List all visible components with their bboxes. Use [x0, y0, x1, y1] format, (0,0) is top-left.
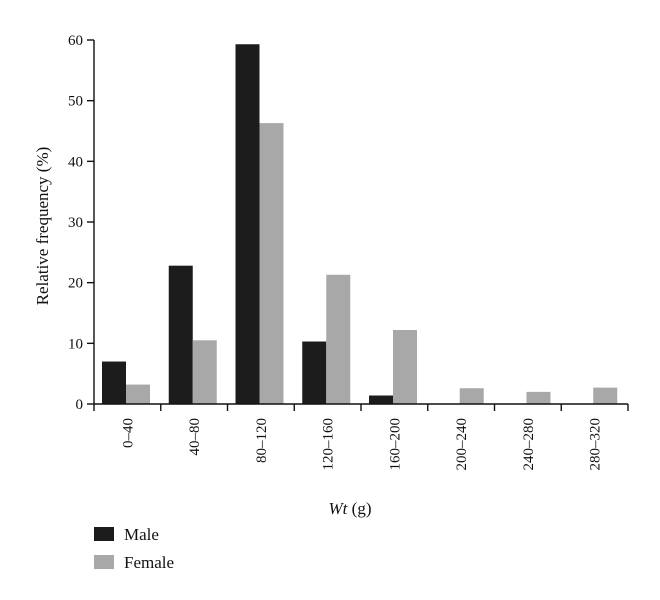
bar-female-4 — [393, 329, 417, 404]
bar-female-3 — [326, 274, 351, 404]
y-tick-label: 50 — [68, 94, 83, 110]
x-tick-label: 120–160 — [321, 418, 337, 471]
x-tick-label: 0–40 — [120, 418, 136, 448]
x-tick-label: 40–80 — [187, 418, 203, 456]
bar-female-7 — [593, 387, 618, 404]
x-tick-label: 240–280 — [521, 418, 537, 471]
bar-male-4 — [369, 395, 393, 404]
y-axis: 0 10 20 30 40 50 60 — [68, 33, 95, 413]
y-tick-label: 20 — [68, 276, 83, 292]
bar-female-1 — [192, 340, 217, 404]
y-axis-label: Relative frequency (%) — [33, 147, 52, 306]
y-tick-label: 30 — [68, 215, 83, 231]
x-axis-label: Wt (g) — [329, 499, 372, 518]
y-tick-label: 10 — [68, 336, 83, 352]
plot-area — [102, 44, 618, 404]
bar-female-6 — [526, 391, 551, 404]
bar-male-1 — [168, 265, 193, 404]
legend-label-male: Male — [124, 525, 159, 544]
x-tick-label: 200–240 — [454, 418, 470, 471]
y-tick-label: 40 — [68, 154, 83, 170]
bar-male-0 — [102, 361, 126, 404]
x-tick-label: 80–120 — [254, 418, 270, 463]
x-axis-label-unit: (g) — [347, 499, 371, 518]
bar-female-0 — [126, 384, 150, 404]
legend-label-female: Female — [124, 553, 174, 572]
bar-female-2 — [259, 123, 284, 404]
legend-swatch-male — [94, 527, 114, 541]
x-axis-label-variable: Wt — [329, 499, 349, 518]
legend-swatch-female — [94, 555, 114, 569]
bar-male-3 — [302, 341, 327, 404]
y-tick-label: 0 — [76, 397, 84, 413]
legend: Male Female — [94, 525, 174, 572]
y-tick-label: 60 — [68, 33, 83, 49]
bar-male-2 — [235, 44, 260, 404]
x-axis: 0–40 40–80 80–120 120–160 160–200 200–240 240–… — [93, 403, 629, 471]
x-tick-label: 280–320 — [588, 418, 604, 471]
x-tick-label: 160–200 — [387, 418, 403, 471]
bar-female-5 — [459, 388, 484, 404]
